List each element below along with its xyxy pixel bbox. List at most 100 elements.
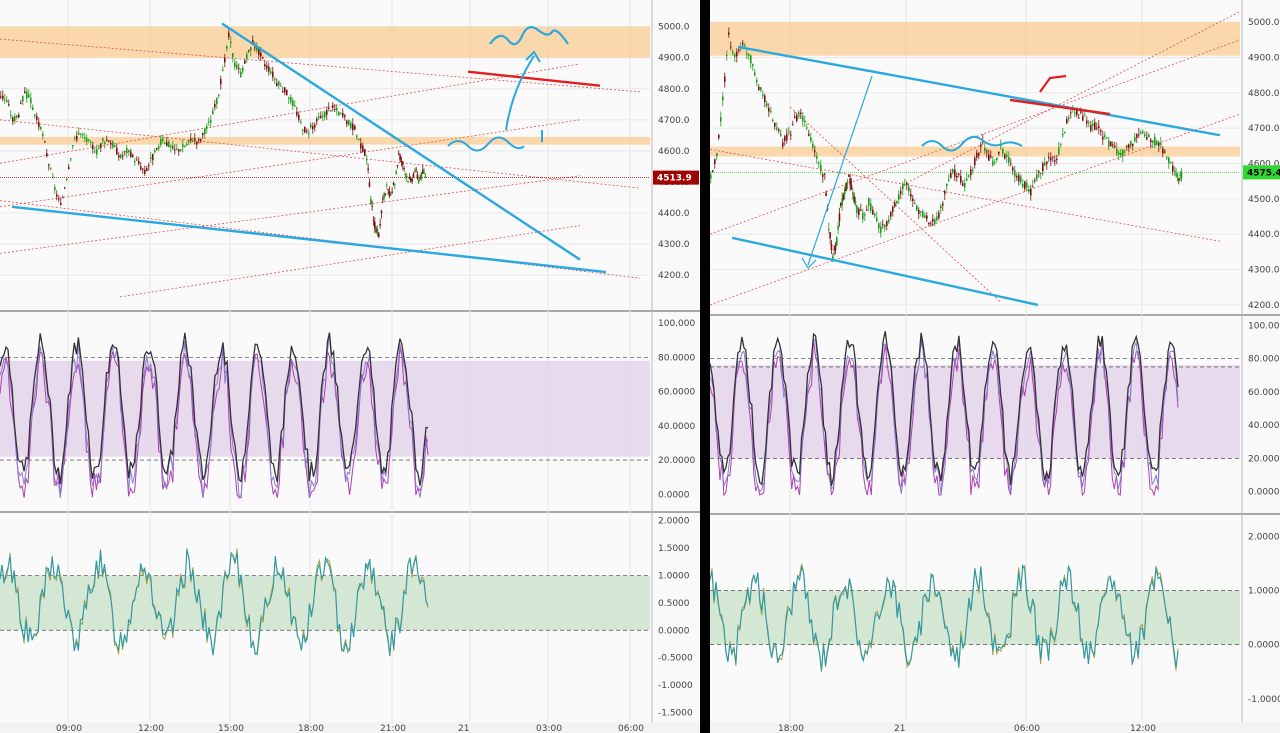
candle-body [52, 176, 54, 178]
candle-body [148, 164, 150, 166]
candle-body [960, 175, 962, 183]
candle-body [419, 177, 421, 180]
left-chart-svg: 5000.04900.04800.04700.04600.04500.04400… [0, 0, 700, 733]
candle-body [379, 223, 381, 226]
candle-body [188, 139, 190, 143]
resistance-zone [0, 136, 650, 145]
candle-body [366, 159, 368, 161]
candle-body [1092, 123, 1094, 127]
candle-body [946, 183, 948, 187]
dotted-trend-line [0, 119, 641, 189]
price-tick-label: 4800.0 [1248, 89, 1280, 99]
candle-body [786, 134, 788, 141]
candle-body [1108, 140, 1110, 147]
candle-body [1172, 165, 1174, 172]
candle-body [1036, 174, 1038, 180]
candle-body [1152, 140, 1154, 143]
candle-body [732, 51, 734, 54]
candle-body [932, 219, 934, 222]
candle-body [1058, 147, 1060, 154]
candle-body [782, 142, 784, 147]
drawn-trend-line [737, 45, 1221, 137]
candle-body [950, 172, 952, 178]
candle-body [288, 97, 290, 99]
candle-body [172, 145, 174, 150]
candle-body [904, 184, 906, 186]
candle-body [386, 184, 388, 186]
left-chart: 5000.04900.04800.04700.04600.04500.04400… [0, 0, 700, 733]
measure-arrow [801, 257, 817, 269]
candle-body [12, 117, 14, 122]
candle-body [1130, 140, 1132, 147]
candle-body [244, 60, 246, 64]
candle-body [42, 133, 44, 136]
candle-body [198, 139, 200, 141]
candle-body [1102, 136, 1104, 140]
osc-tick-label: -1.5000 [658, 709, 693, 719]
time-tick-label: 12:00 [1130, 724, 1156, 733]
candle-body [928, 223, 930, 225]
candle-body [940, 205, 942, 209]
candle-body [764, 95, 766, 103]
candle-body [1026, 182, 1028, 188]
candle-body [190, 138, 192, 141]
candle-body [266, 65, 268, 69]
candle-body [714, 159, 716, 165]
candle-body [212, 110, 214, 115]
stoch-tick-label: 80.0000 [1248, 355, 1280, 365]
candle-body [38, 122, 40, 128]
candle-body [360, 143, 362, 149]
time-tick-label: 06:00 [1014, 724, 1040, 733]
candle-body [166, 142, 168, 146]
dotted-trend-line [0, 38, 641, 93]
candle-body [1098, 126, 1100, 128]
candle-body [1138, 134, 1140, 136]
candle-body [1124, 151, 1126, 153]
candle-body [1042, 163, 1044, 172]
candle-body [314, 124, 316, 128]
candle-body [306, 130, 308, 132]
candle-body [222, 69, 224, 71]
candle-body [214, 103, 216, 108]
osc-tick-label: 0.0000 [658, 626, 690, 636]
candle-body [170, 145, 172, 148]
candle-body [32, 107, 34, 111]
candle-body [818, 162, 820, 164]
candle-body [278, 81, 280, 86]
stoch-tick-label: 0.0000 [1248, 488, 1280, 498]
candle-body [310, 124, 312, 128]
candle-body [962, 183, 964, 186]
candle-body [724, 76, 726, 82]
candle-body [1116, 148, 1118, 155]
candle-body [96, 148, 98, 155]
candle-body [242, 67, 244, 72]
candle-body [958, 173, 960, 175]
stoch-tick-label: 60.0000 [1248, 388, 1280, 398]
last-price-label: 4575.4 [1247, 168, 1280, 178]
stoch-tick-label: 0.0000 [658, 490, 690, 500]
candle-body [350, 122, 352, 129]
candle-body [324, 111, 326, 118]
candle-body [284, 87, 286, 93]
candle-body [874, 214, 876, 216]
candle-body [814, 150, 816, 153]
candle-body [302, 129, 304, 131]
candle-body [126, 148, 128, 154]
candle-body [344, 115, 346, 117]
candle-body [423, 172, 425, 174]
candle-body [160, 138, 162, 145]
candle-body [383, 193, 385, 199]
time-tick-label: 12:00 [138, 724, 164, 733]
candle-body [1136, 134, 1138, 138]
candle-body [802, 116, 804, 122]
x-axis-bar [0, 722, 700, 733]
stoch-line-d [710, 338, 1179, 496]
candle-body [162, 138, 164, 141]
candle-body [862, 212, 864, 220]
stoch-tick-label: 40.0000 [1248, 421, 1280, 431]
wave-annotation [447, 136, 525, 152]
candle-body [264, 64, 266, 67]
time-tick-label: 21 [458, 724, 469, 733]
candle-body [900, 191, 902, 194]
candle-body [830, 243, 833, 250]
